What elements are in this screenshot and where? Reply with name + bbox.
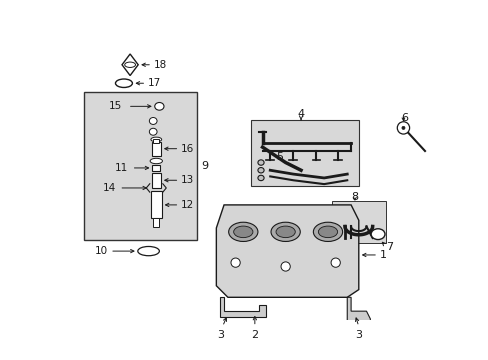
Bar — [151, 191, 162, 218]
Text: 8: 8 — [351, 192, 358, 202]
Circle shape — [230, 258, 240, 267]
Text: 11: 11 — [115, 163, 128, 173]
Text: 13: 13 — [181, 175, 194, 185]
Ellipse shape — [154, 103, 163, 110]
Polygon shape — [122, 54, 138, 76]
Text: 7: 7 — [385, 242, 392, 252]
Text: 15: 15 — [108, 101, 122, 111]
Text: 3: 3 — [216, 330, 223, 339]
Circle shape — [330, 258, 340, 267]
Text: 3: 3 — [355, 330, 362, 339]
Text: 4: 4 — [297, 109, 304, 119]
Ellipse shape — [228, 222, 257, 242]
Text: 10: 10 — [95, 246, 107, 256]
Bar — [153, 218, 159, 227]
Text: 12: 12 — [181, 200, 194, 210]
Bar — [84, 92, 197, 239]
Ellipse shape — [257, 160, 264, 165]
Ellipse shape — [138, 247, 159, 256]
Text: 1: 1 — [379, 250, 386, 260]
Ellipse shape — [257, 175, 264, 181]
Text: 16: 16 — [181, 144, 194, 154]
Circle shape — [396, 122, 409, 134]
Bar — [151, 142, 161, 156]
Bar — [331, 201, 385, 243]
Ellipse shape — [318, 226, 337, 238]
Bar — [250, 120, 358, 186]
Circle shape — [281, 262, 290, 271]
Text: 6: 6 — [401, 113, 407, 123]
Ellipse shape — [149, 128, 157, 135]
Text: 14: 14 — [102, 183, 115, 193]
Polygon shape — [220, 297, 266, 316]
Text: 2: 2 — [251, 330, 258, 339]
Polygon shape — [346, 297, 369, 324]
Ellipse shape — [233, 226, 252, 238]
Text: 5: 5 — [276, 152, 283, 162]
Ellipse shape — [257, 167, 264, 173]
Polygon shape — [216, 205, 358, 297]
Circle shape — [401, 126, 404, 130]
Ellipse shape — [149, 117, 157, 125]
Ellipse shape — [115, 79, 132, 87]
Text: 18: 18 — [153, 60, 166, 70]
Ellipse shape — [270, 222, 300, 242]
Text: 17: 17 — [147, 78, 161, 88]
Ellipse shape — [150, 158, 162, 164]
Ellipse shape — [313, 222, 342, 242]
Bar — [153, 139, 159, 143]
Bar — [152, 165, 160, 171]
Text: 9: 9 — [201, 161, 208, 171]
Ellipse shape — [151, 137, 162, 142]
Ellipse shape — [124, 62, 135, 67]
Ellipse shape — [370, 229, 384, 239]
Ellipse shape — [275, 226, 295, 238]
Bar — [151, 172, 161, 188]
